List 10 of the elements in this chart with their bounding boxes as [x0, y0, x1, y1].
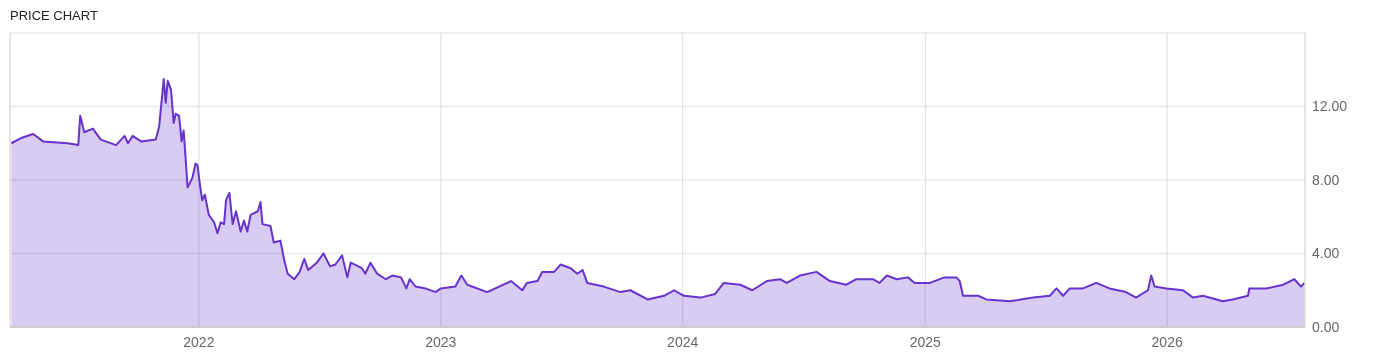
x-tick-label: 2023: [425, 334, 457, 350]
x-tick-label: 2026: [1151, 334, 1183, 350]
y-tick-label: 8.00: [1312, 171, 1340, 188]
x-tick-label: 2025: [909, 334, 942, 350]
y-tick-label: 0.00: [1312, 318, 1340, 335]
x-tick-label: 2024: [667, 334, 699, 350]
y-tick-label: 12.00: [1312, 98, 1348, 115]
chart-title: PRICE CHART: [10, 8, 98, 23]
x-tick-label: 2022: [183, 334, 215, 350]
y-tick-label: 4.00: [1312, 245, 1340, 262]
